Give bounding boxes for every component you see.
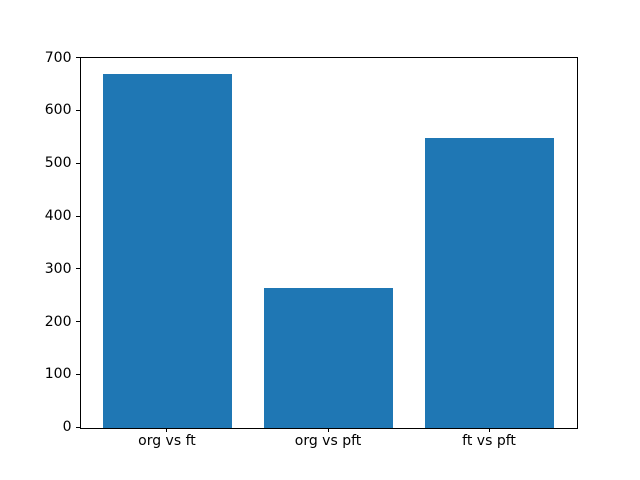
y-tick-mark: [75, 373, 80, 375]
x-tick-mark: [327, 427, 329, 432]
bar-org-vs-ft: [103, 74, 232, 428]
y-tick-mark: [75, 268, 80, 270]
plot-area: [79, 57, 578, 429]
y-tick-label: 200: [44, 313, 72, 330]
y-tick-mark: [75, 162, 80, 164]
y-tick-label: 300: [44, 260, 72, 277]
y-tick-label: 400: [44, 208, 72, 224]
x-tick-label-org-vs-pft: org vs pft: [294, 433, 362, 450]
y-tick-label: 100: [44, 366, 72, 383]
y-tick-mark: [75, 321, 80, 323]
x-tick-mark: [166, 427, 168, 432]
y-tick-mark: [75, 215, 80, 217]
y-tick-label: 0: [62, 419, 72, 436]
bar-org-vs-pft: [264, 288, 393, 428]
y-tick-label: 600: [44, 102, 72, 119]
y-tick-mark: [75, 109, 80, 111]
y-tick-label: 500: [44, 155, 72, 172]
bar-ft-vs-pft: [425, 137, 554, 428]
y-tick-label: 700: [44, 49, 72, 66]
y-tick-mark: [75, 426, 80, 428]
x-tick-label-ft-vs-pft: ft vs pft: [462, 433, 516, 450]
x-tick-mark: [488, 427, 490, 432]
x-tick-label-org-vs-ft: org vs ft: [138, 433, 196, 450]
y-tick-mark: [75, 57, 80, 59]
